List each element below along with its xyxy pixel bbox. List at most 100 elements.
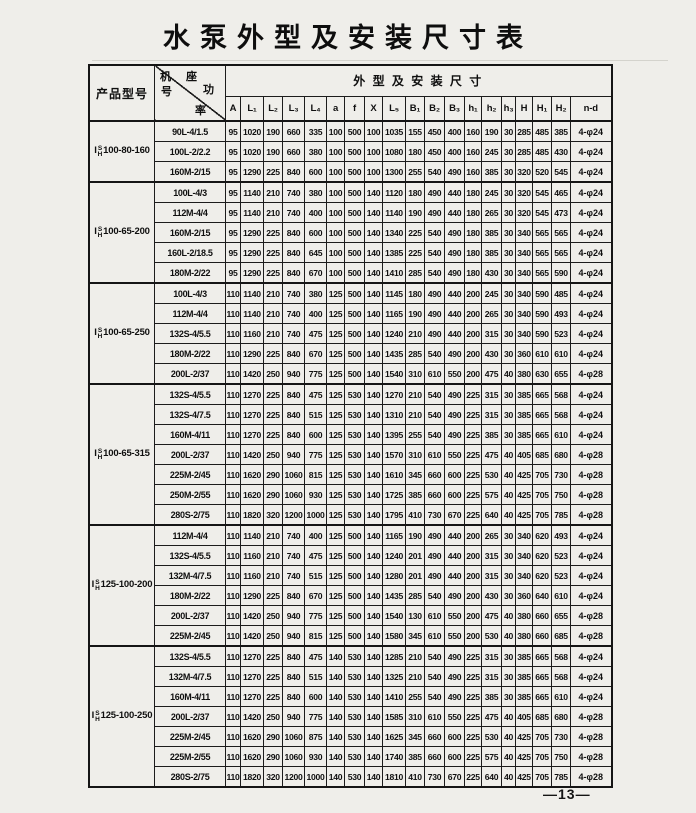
dim-cell: 515 (304, 404, 327, 425)
header-outline-install-span: 外 型 及 安 装 尺 寸 (225, 64, 612, 97)
dim-cell: 110 (225, 323, 241, 344)
dim-cell: 30 (501, 181, 516, 203)
dim-cell: 345 (405, 625, 425, 647)
model-size: 125-100-250 (100, 710, 153, 721)
dim-cell: 110 (225, 605, 241, 626)
dim-cell: 1290 (240, 262, 264, 284)
dim-cell: 225 (263, 666, 283, 687)
dim-cell: 565 (532, 242, 552, 263)
dim-cell: 1810 (382, 766, 406, 788)
dim-cell: 665 (532, 666, 552, 687)
dim-cell: 380 (515, 363, 533, 385)
dim-cell: 500 (344, 303, 365, 324)
model-stack-bottom: H (97, 232, 103, 239)
dim-cell: 1585 (382, 706, 406, 727)
dim-cell: 110 (225, 726, 241, 747)
dim-cell: 265 (481, 202, 502, 223)
dim-cell: 180 (405, 141, 425, 162)
dim-cell: 475 (481, 363, 502, 385)
dim-cell: 405 (515, 444, 533, 465)
dim-cell-nd: 4-φ24 (570, 323, 612, 344)
dim-cell: 30 (501, 323, 516, 344)
dim-cell: 600 (444, 746, 465, 767)
dim-cell: 285 (515, 120, 533, 142)
dim-cell: 540 (424, 585, 445, 606)
dim-cell: 380 (304, 141, 327, 162)
dim-cell: 1020 (240, 120, 264, 142)
dim-cell: 610 (551, 585, 571, 606)
model-stack-top: S (97, 448, 102, 455)
table-row: 132S-4/5.5 110 1160 210 740 475 125 500 140 1240 2… (89, 323, 612, 344)
dim-cell: 380 (304, 181, 327, 203)
dim-cell: 210 (263, 202, 283, 223)
dim-cell: 490 (444, 645, 465, 667)
dim-cell-nd: 4-φ24 (570, 303, 612, 324)
model-stack-top: S (97, 145, 102, 152)
dim-cell: 30 (501, 666, 516, 687)
dim-cell: 201 (405, 565, 425, 586)
frame-power-cell: 132S-4/5.5 (154, 323, 226, 344)
dim-cell: 385 (481, 242, 502, 263)
dim-cell: 180 (464, 222, 482, 243)
frame-power-cell: 132S-4/5.5 (154, 545, 226, 566)
dim-cell-nd: 4-φ24 (570, 282, 612, 304)
dim-cell-nd: 4-φ24 (570, 202, 612, 223)
dim-cell: 840 (282, 585, 305, 606)
table-body: I S H 100-80-160 90L-4/1.5 95 1020 190 660 335 100… (88, 120, 612, 788)
dim-cell: 30 (501, 565, 516, 586)
dim-cell: 140 (364, 585, 383, 606)
dim-cell: 125 (326, 343, 345, 364)
dim-cell: 315 (481, 404, 502, 425)
table-row: I S H 100-65-200 100L-4/3 95 1140 210 740 380 100 5… (88, 181, 612, 284)
dim-cell: 610 (424, 706, 445, 727)
dim-cell: 210 (263, 545, 283, 566)
dim-cell: 590 (532, 303, 552, 324)
dim-cell: 740 (282, 303, 305, 324)
dim-cell: 575 (481, 746, 502, 767)
dim-cell: 1290 (240, 222, 264, 243)
dim-cell: 225 (464, 666, 482, 687)
dim-cell: 1625 (382, 726, 406, 747)
dim-cell: 590 (532, 323, 552, 344)
dim-cell: 100 (364, 161, 383, 183)
model-prefix: I (91, 710, 95, 721)
dim-cell: 1290 (240, 585, 264, 606)
dim-cell: 568 (551, 383, 571, 405)
frame-power-cell: 132M-4/7.5 (154, 565, 226, 586)
dim-cell-nd: 4-φ24 (570, 262, 612, 284)
dim-cell: 225 (464, 464, 482, 485)
dim-cell: 285 (405, 262, 425, 284)
dim-cell: 385 (551, 120, 571, 142)
dim-cell: 1420 (240, 706, 264, 727)
dim-cell-nd: 4-φ28 (570, 625, 612, 647)
dim-cell: 1540 (382, 363, 406, 385)
dim-cell: 490 (444, 383, 465, 405)
dim-cell: 430 (481, 343, 502, 364)
dim-cell: 30 (501, 686, 516, 707)
dim-cell: 1410 (382, 686, 406, 707)
table-row: 280S-2/75 110 1820 320 1200 1000 140 530 140 1810… (89, 766, 612, 788)
dim-cell: 550 (444, 363, 465, 385)
dim-cell: 1620 (240, 746, 264, 767)
header-col-label: a (326, 95, 345, 122)
dim-cell: 1410 (382, 262, 406, 284)
dim-cell: 210 (405, 404, 425, 425)
dim-cell: 225 (263, 343, 283, 364)
dim-cell: 400 (444, 120, 465, 142)
header-col-label: L₁ (240, 95, 264, 122)
dim-cell: 320 (263, 766, 283, 788)
model-stack-top: S (97, 226, 102, 233)
dim-cell: 540 (424, 222, 445, 243)
dim-cell: 30 (501, 120, 516, 142)
dim-cell: 340 (515, 565, 533, 586)
dim-cell: 140 (364, 242, 383, 263)
dim-cell: 140 (326, 766, 345, 788)
dim-cell: 660 (282, 141, 305, 162)
dim-cell: 30 (501, 202, 516, 223)
dim-cell: 530 (344, 746, 365, 767)
dim-cell: 500 (344, 242, 365, 263)
dim-cell: 490 (444, 222, 465, 243)
frame-power-cell: 160M-2/15 (154, 161, 226, 183)
dim-cell: 730 (424, 766, 445, 788)
